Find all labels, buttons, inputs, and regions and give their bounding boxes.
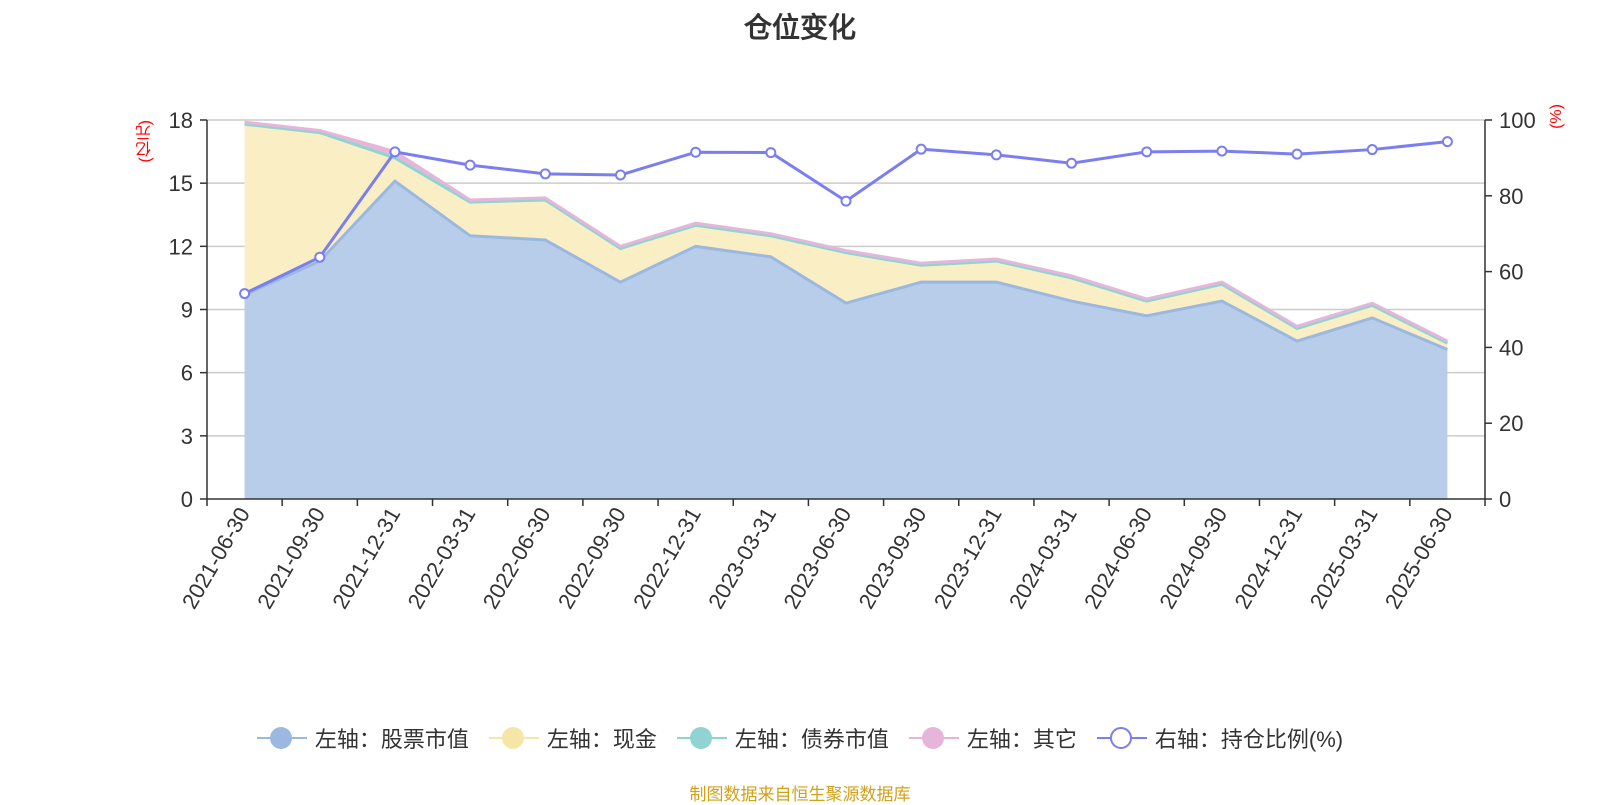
area-左轴：股票市值	[244, 181, 1448, 500]
legend-marker-icon	[256, 726, 307, 750]
x-axis-tick-label: 2021-12-31	[327, 503, 405, 613]
data-point	[990, 149, 1002, 161]
data-point	[1216, 145, 1228, 157]
left-axis-tick-label: 6	[181, 361, 193, 386]
legend-label: 左轴：现金	[546, 727, 657, 752]
chart-title: 仓位变化	[743, 12, 856, 43]
x-axis-tick-label: 2022-03-31	[403, 503, 481, 613]
right-axis-tick-label: 40	[1499, 335, 1523, 360]
legend-item[interactable]: 左轴：其它	[908, 722, 1077, 754]
data-point	[464, 159, 476, 171]
right-axis-tick-label: 20	[1499, 411, 1523, 436]
left-axis-tick-label: 3	[181, 424, 193, 449]
legend-marker-icon	[676, 726, 727, 750]
left-axis-tick-label: 12	[169, 234, 193, 259]
right-axis-tick-label: 60	[1499, 260, 1523, 285]
legend-label: 左轴：债券市值	[734, 727, 889, 752]
x-axis-tick-label: 2022-06-30	[478, 503, 556, 613]
x-axis-tick-label: 2021-06-30	[177, 503, 255, 613]
x-axis-tick-label: 2023-09-30	[854, 503, 932, 613]
x-axis-tick-label: 2021-09-30	[252, 503, 330, 613]
data-point	[1066, 157, 1078, 169]
data-point	[690, 146, 702, 158]
data-point	[1441, 136, 1453, 148]
data-point	[389, 146, 401, 158]
data-source-footer: 制图数据来自恒生聚源数据库	[689, 785, 911, 804]
left-axis-tick-label: 18	[169, 108, 193, 133]
x-axis-tick-label: 2023-06-30	[778, 503, 856, 613]
x-axis-tick-label: 2024-03-31	[1004, 503, 1082, 613]
data-point	[840, 195, 852, 207]
data-point	[539, 168, 551, 180]
legend-label: 右轴：持仓比例(%)	[1154, 727, 1344, 752]
x-axis-tick-label: 2025-03-31	[1305, 503, 1383, 613]
x-axis-tick-label: 2023-12-31	[929, 503, 1007, 613]
x-axis-tick-label: 2023-03-31	[703, 503, 781, 613]
legend-marker-icon	[488, 726, 539, 750]
legend-marker-icon	[908, 726, 959, 750]
legend-item[interactable]: 左轴：现金	[488, 722, 657, 754]
right-axis-tick-label: 0	[1499, 487, 1511, 512]
line-左轴：其它	[244, 120, 1449, 343]
x-axis-tick-label: 2022-09-30	[553, 503, 631, 613]
legend-item[interactable]: 左轴：债券市值	[676, 722, 889, 754]
data-point	[1366, 144, 1378, 156]
right-axis-tick-label: 80	[1499, 184, 1523, 209]
data-point	[314, 251, 326, 263]
area-左轴：现金	[244, 124, 1448, 350]
legend: 左轴：股票市值 左轴：现金 左轴：债券市值 左轴：其它 右轴：持仓比例(%)	[0, 722, 1600, 756]
data-point	[765, 147, 777, 159]
data-point	[239, 288, 251, 300]
x-axis-tick-label: 2024-09-30	[1154, 503, 1232, 613]
data-point	[1141, 146, 1153, 158]
x-axis-tick-label: 2025-06-30	[1380, 503, 1458, 613]
x-axis-tick-label: 2024-06-30	[1079, 503, 1157, 613]
data-point	[1291, 148, 1303, 160]
legend-marker-icon	[1096, 726, 1147, 750]
x-axis-tick-label: 2024-12-31	[1229, 503, 1307, 613]
data-point	[614, 169, 626, 181]
legend-item[interactable]: 右轴：持仓比例(%)	[1096, 722, 1344, 754]
left-axis-tick-label: 9	[181, 298, 193, 323]
left-axis-tick-label: 15	[169, 171, 193, 196]
x-axis-tick-label: 2022-12-31	[628, 503, 706, 613]
legend-label: 左轴：其它	[966, 727, 1077, 752]
line-左轴：股票市值	[243, 179, 1448, 351]
legend-label: 左轴：股票市值	[314, 727, 469, 752]
left-axis-tick-label: 0	[181, 487, 193, 512]
legend-item[interactable]: 左轴：股票市值	[256, 722, 469, 754]
right-axis-tick-label: 100	[1499, 108, 1536, 133]
data-point	[915, 143, 927, 155]
line-左轴：债券市值	[244, 122, 1449, 345]
